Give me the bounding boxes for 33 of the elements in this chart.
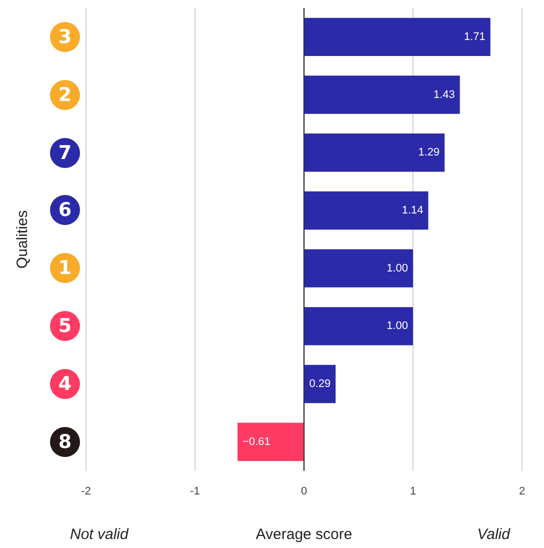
data-label: 1.00 — [386, 262, 408, 274]
bar — [304, 364, 336, 404]
data-label: 1.43 — [433, 88, 455, 101]
x-tick-label: 1 — [410, 485, 416, 498]
data-label: 0.29 — [309, 378, 331, 390]
bar — [304, 249, 413, 288]
x-tick-label: -2 — [81, 485, 91, 498]
y-tick-label: 1 — [50, 253, 80, 284]
x-axis-title: Average score — [256, 526, 352, 544]
x-tick-label: 2 — [518, 485, 526, 498]
data-label: 1.00 — [386, 320, 408, 332]
text: Valid — [477, 526, 511, 544]
y-tick-label: 7 — [50, 138, 80, 168]
data-label: 1.29 — [418, 146, 440, 159]
bar — [304, 191, 428, 230]
text: Not valid — [70, 526, 130, 544]
x-tick-label: -1 — [190, 485, 200, 498]
y-tick-label: 8 — [50, 426, 80, 457]
bar — [304, 307, 413, 346]
y-tick-label: 5 — [50, 311, 80, 342]
y-tick-label: 3 — [50, 22, 80, 52]
bar — [238, 422, 304, 461]
bar — [304, 76, 460, 114]
y-tick-label: 2 — [50, 80, 80, 110]
bar — [304, 18, 490, 56]
data-label: 1.14 — [402, 204, 424, 217]
bar — [304, 134, 445, 172]
y-axis-title: Qualities — [14, 210, 32, 269]
y-tick-label: 4 — [50, 369, 80, 400]
data-label: −0.61 — [242, 436, 270, 448]
data-label: 1.71 — [464, 30, 486, 43]
x-tick-label: 0 — [300, 485, 308, 498]
y-tick-label: 6 — [50, 195, 80, 226]
